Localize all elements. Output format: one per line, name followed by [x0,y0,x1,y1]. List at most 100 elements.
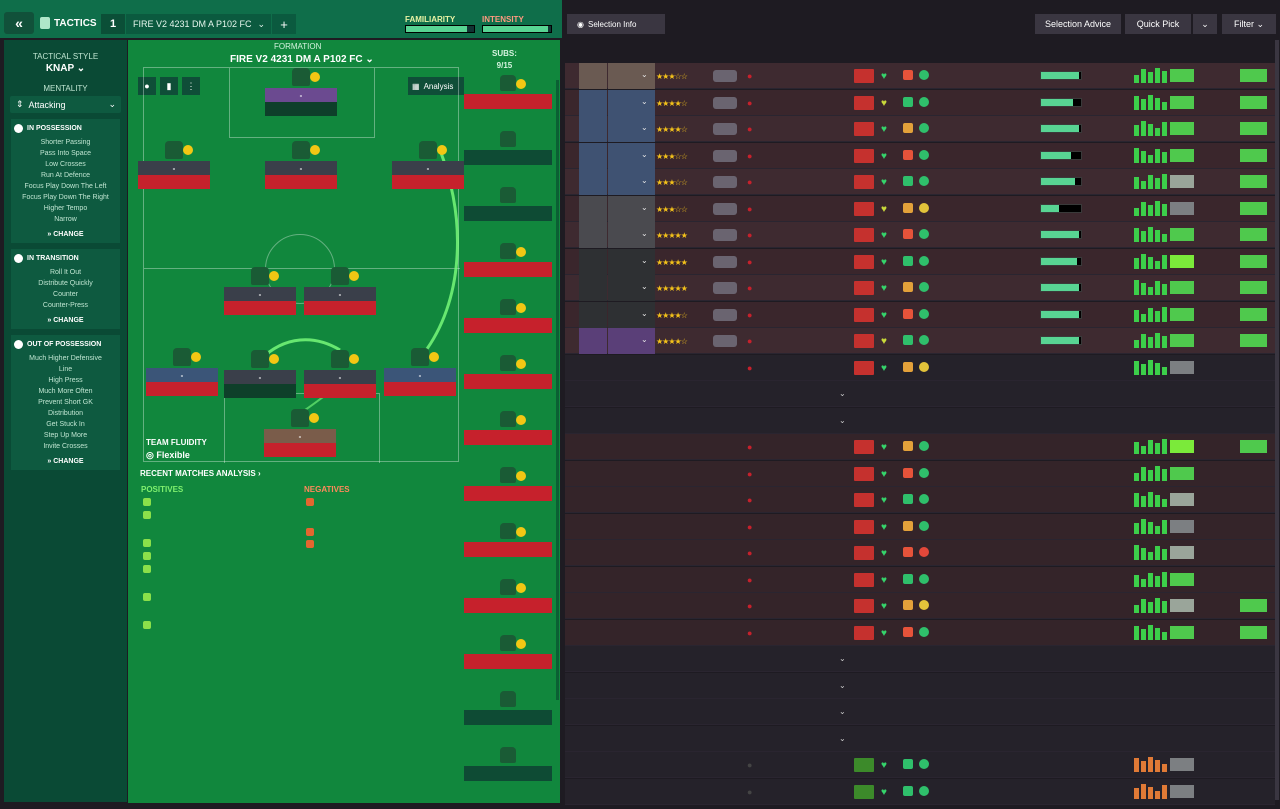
player-role[interactable]: - [265,161,337,175]
chevron-down-icon[interactable]: ⌄ [641,308,648,318]
role-cell[interactable] [608,169,655,195]
swap-icon[interactable] [269,271,279,281]
player-instructions-icon[interactable] [713,176,737,188]
field-player[interactable]: - [304,350,376,398]
swap-icon[interactable] [349,354,359,364]
player-instructions-icon[interactable] [713,255,737,268]
player-name[interactable] [265,102,337,116]
swap-icon[interactable] [516,415,526,425]
filter-button[interactable]: Filter ⌄ [1222,14,1276,34]
table-row[interactable]: ★★★★★ ⌄ ● ♥ [565,222,1275,248]
player-instructions-icon[interactable] [713,149,737,162]
table-row[interactable]: ● ♥ [565,619,1275,646]
sub-player-button[interactable] [464,374,552,389]
swap-icon[interactable] [429,352,439,362]
chevron-down-icon[interactable]: ⌄ [641,123,648,132]
field-player[interactable]: - [224,350,296,398]
sub-slot[interactable] [464,579,552,615]
mentality-select[interactable]: ⇕ Attacking ⌄ [10,96,121,113]
field-player[interactable]: - [138,141,210,189]
sub-player-button[interactable] [464,654,552,669]
table-row[interactable]: ● ♥ [565,513,1275,540]
table-row[interactable]: ● ♥ [565,487,1275,513]
player-role[interactable]: - [264,429,336,443]
table-row[interactable]: ★★★★☆ ⌄ ● ♥ [565,116,1275,142]
table-row[interactable]: ⌄ [565,725,1275,752]
player-role[interactable]: - [304,370,376,384]
sub-slot[interactable] [464,691,552,727]
role-cell[interactable] [608,275,655,301]
field-player[interactable]: - [224,267,296,315]
sub-slot[interactable] [464,747,552,783]
player-role[interactable]: - [304,287,376,301]
player-name[interactable] [224,301,296,315]
sub-slot[interactable] [464,523,552,559]
table-row[interactable]: ★★★★★ ⌄ ● ♥ [565,248,1275,275]
sub-player-button[interactable] [464,430,552,445]
change-out-of-possession-button[interactable]: » CHANGE [47,458,84,465]
sub-slot[interactable] [464,299,552,335]
chevron-down-icon[interactable]: ⌄ [641,70,648,79]
swap-icon[interactable] [437,145,447,155]
table-row[interactable]: ★★★★★ ⌄ ● ♥ [565,275,1275,301]
player-name[interactable] [146,382,218,396]
player-name[interactable] [304,301,376,315]
chevron-down-icon[interactable]: ⌄ [641,96,648,106]
player-name[interactable] [392,175,464,189]
change-in-transition-button[interactable]: » CHANGE [47,317,84,324]
sub-player-button[interactable] [464,766,552,781]
chevron-down-icon[interactable]: ⌄ [641,176,648,185]
player-role[interactable]: - [224,370,296,384]
tactic-select[interactable]: FIRE V2 4231 DM A P102 FC ⌄ [126,14,271,34]
table-row[interactable]: ⌄ [565,646,1275,672]
analysis-button[interactable]: ▦ Analysis [408,77,464,95]
table-row[interactable]: ● ♥ [565,593,1275,619]
swap-icon[interactable] [191,352,201,362]
table-row[interactable]: ● ♥ [565,354,1275,381]
sub-player-button[interactable] [464,486,552,501]
tactical-style-value[interactable]: KNAP ⌄ [45,63,86,74]
player-name[interactable] [264,443,336,457]
chevron-down-icon[interactable]: ⌄ [641,282,648,291]
chevron-down-icon[interactable]: ⌄ [839,389,846,398]
swap-icon[interactable] [516,247,526,257]
swap-icon[interactable] [183,145,193,155]
player-instructions-icon[interactable] [713,229,737,241]
sub-player-button[interactable] [464,262,552,277]
swap-icon[interactable] [349,271,359,281]
table-row[interactable]: ★★★☆☆ ⌄ ● ♥ [565,142,1275,169]
table-row[interactable]: ● ♥ [565,434,1275,460]
sub-slot[interactable] [464,131,552,167]
player-role[interactable]: - [138,161,210,175]
role-cell[interactable] [608,116,655,142]
recent-matches-analysis-link[interactable]: RECENT MATCHES ANALYSIS › [140,469,261,478]
swap-icon[interactable] [516,527,526,537]
list-view-icon[interactable]: ⋮ [182,77,200,95]
sub-player-button[interactable] [464,710,552,725]
table-scrollbar[interactable] [1275,40,1279,800]
back-button[interactable]: « [4,12,34,34]
role-cell[interactable] [608,195,655,222]
swap-icon[interactable] [516,639,526,649]
sub-player-button[interactable] [464,542,552,557]
swap-icon[interactable] [516,359,526,369]
subs-scrollbar[interactable] [556,80,559,700]
sub-player-button[interactable] [464,150,552,165]
player-role[interactable]: - [146,368,218,382]
change-in-possession-button[interactable]: » CHANGE [47,231,84,238]
table-row[interactable]: ⌄ [565,407,1275,434]
player-role[interactable]: - [384,368,456,382]
add-tactic-button[interactable]: + [272,14,296,34]
sub-player-button[interactable] [464,94,552,109]
chevron-down-icon[interactable]: ⌄ [641,229,648,238]
swap-icon[interactable] [269,354,279,364]
table-row[interactable]: ★★★★☆ ⌄ ● ♥ [565,301,1275,328]
field-player[interactable]: - [384,348,456,396]
field-player[interactable]: - [146,348,218,396]
player-name[interactable] [304,384,376,398]
field-player[interactable]: - [304,267,376,315]
table-row[interactable]: ★★★★☆ ⌄ ● ♥ [565,328,1275,354]
table-row[interactable]: ● ♥ [565,752,1275,778]
table-row[interactable]: ⌄ [565,381,1275,407]
field-player[interactable]: - [264,409,336,457]
